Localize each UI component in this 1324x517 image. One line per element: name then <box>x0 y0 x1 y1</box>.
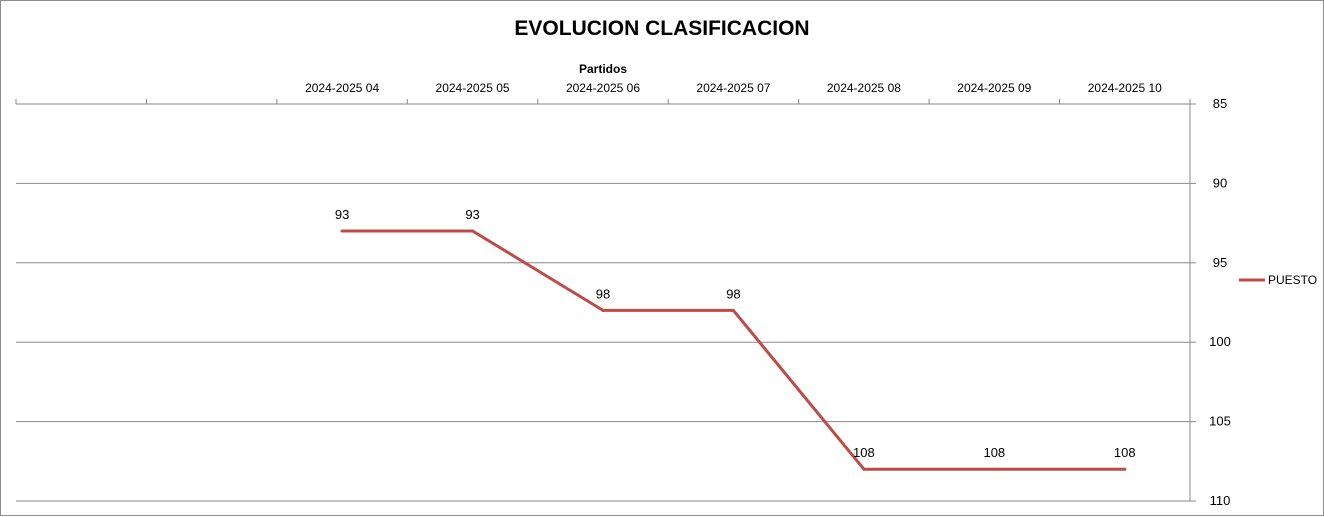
data-point <box>1123 467 1127 471</box>
y-tick-label: 85 <box>1213 96 1227 111</box>
y-tick-label: 90 <box>1213 175 1227 190</box>
x-tick-label: 2024-2025 09 <box>957 81 1031 95</box>
x-tick-label: 2024-2025 08 <box>827 81 901 95</box>
data-label: 98 <box>596 286 610 301</box>
data-point <box>731 308 735 312</box>
data-label: 108 <box>853 445 875 460</box>
data-labels: 93 93 98 98 108 108 108 <box>335 207 1136 460</box>
data-label: 108 <box>983 445 1005 460</box>
legend-label: PUESTO <box>1268 273 1317 287</box>
y-tick-label: 110 <box>1210 493 1231 508</box>
x-tick-label: 2024-2025 10 <box>1088 81 1162 95</box>
x-tick-label: 2024-2025 07 <box>696 81 770 95</box>
x-tick-label: 2024-2025 05 <box>436 81 510 95</box>
series-layer <box>340 229 1127 471</box>
data-label: 108 <box>1114 445 1136 460</box>
data-label: 93 <box>465 207 479 222</box>
chart-title: EVOLUCION CLASIFICACION <box>514 17 809 40</box>
legend: PUESTO <box>1239 273 1317 287</box>
x-axis-title: Partidos <box>579 62 627 76</box>
y-tick-label: 105 <box>1209 414 1231 429</box>
y-tick-label: 95 <box>1213 255 1227 270</box>
data-point <box>992 467 996 471</box>
data-label: 98 <box>726 286 740 301</box>
axes: 85 90 95 100 105 110 2024-2025 04 2024-2025 05 2… <box>15 81 1231 508</box>
data-point <box>862 467 866 471</box>
data-label: 93 <box>335 207 349 222</box>
x-tick-label: 2024-2025 04 <box>305 81 379 95</box>
data-point <box>471 229 475 233</box>
data-point <box>601 308 605 312</box>
y-tick-label: 100 <box>1209 334 1231 349</box>
gridlines <box>16 103 1190 502</box>
data-point <box>340 229 344 233</box>
x-tick-label: 2024-2025 06 <box>566 81 640 95</box>
series-line-puesto <box>340 229 1127 471</box>
